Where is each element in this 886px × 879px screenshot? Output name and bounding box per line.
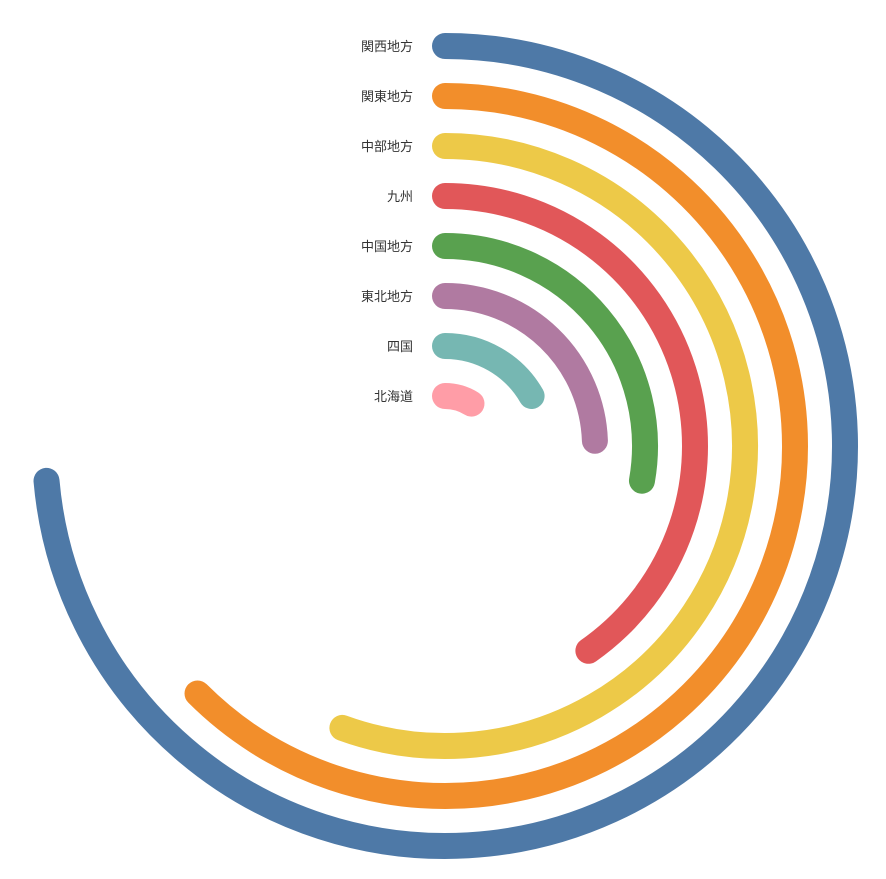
- category-label-2: 関東地方: [361, 89, 413, 105]
- category-label-6: 東北地方: [361, 289, 413, 305]
- arc-group: [33, 33, 858, 859]
- arc-7[interactable]: [432, 333, 545, 409]
- arc-6[interactable]: [432, 283, 608, 454]
- arc-3[interactable]: [329, 133, 758, 759]
- category-label-4: 九州: [387, 190, 413, 205]
- arc-4[interactable]: [432, 183, 708, 664]
- category-label-5: 中国地方: [361, 239, 413, 255]
- arc-5[interactable]: [432, 233, 658, 494]
- arc-8[interactable]: [432, 383, 485, 417]
- category-label-1: 関西地方: [361, 39, 413, 55]
- category-label-3: 中部地方: [361, 139, 413, 155]
- arc-2[interactable]: [184, 83, 808, 809]
- category-label-7: 四国: [387, 340, 413, 355]
- arc-1[interactable]: [33, 33, 858, 859]
- category-label-8: 北海道: [374, 390, 413, 405]
